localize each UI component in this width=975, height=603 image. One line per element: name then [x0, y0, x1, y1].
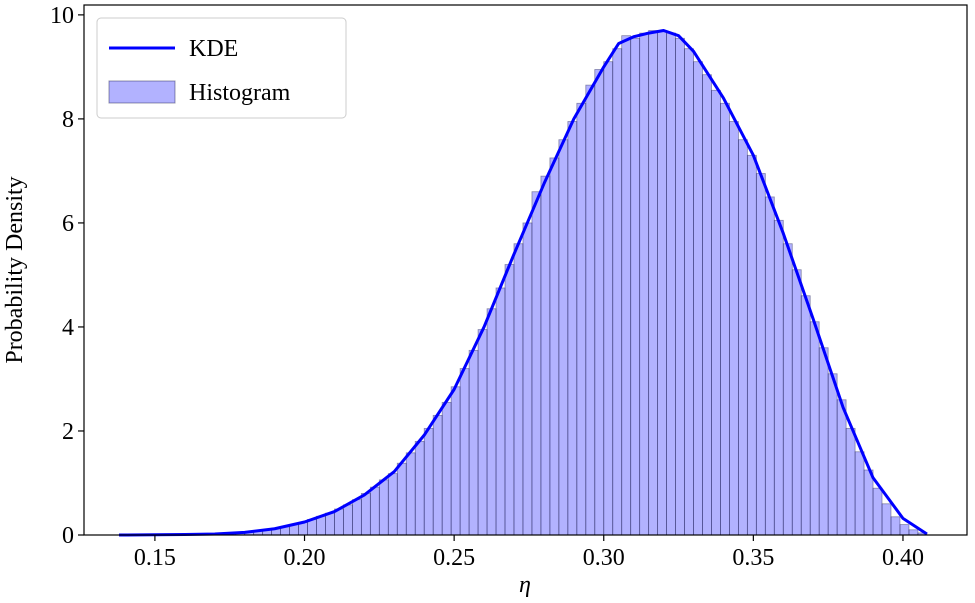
x-axis-label: η	[519, 572, 531, 598]
histogram-bar	[648, 30, 659, 536]
histogram-bar	[343, 504, 353, 536]
x-tick-label: 0.35	[732, 545, 774, 571]
histogram-bar	[872, 487, 883, 536]
histogram-bar	[325, 512, 335, 536]
histogram-bar	[737, 139, 748, 536]
histogram-bar	[809, 321, 820, 536]
histogram-bar	[693, 61, 703, 536]
y-tick-label: 4	[62, 315, 74, 341]
histogram-bar	[639, 32, 650, 536]
histogram-bar	[352, 499, 362, 536]
histogram-bar	[486, 308, 497, 536]
histogram-bar	[360, 492, 371, 536]
histogram-bar	[468, 349, 479, 536]
histogram-bar	[549, 157, 560, 536]
histogram-bar	[711, 89, 721, 536]
histogram-bar	[782, 243, 793, 536]
x-tick-label: 0.30	[583, 545, 625, 571]
histogram-bar	[405, 452, 416, 536]
histogram-bar	[675, 37, 685, 536]
y-tick-label: 0	[62, 523, 74, 549]
x-tick-label: 0.40	[882, 545, 924, 571]
histogram-bar	[396, 462, 407, 536]
histogram-bar	[513, 243, 524, 536]
legend-label: Histogram	[189, 80, 291, 106]
histogram-bar	[477, 329, 488, 536]
kde-line	[119, 28, 928, 537]
histogram-bar	[450, 386, 461, 536]
histogram-bar	[522, 222, 533, 536]
histogram-bar	[666, 32, 676, 536]
histogram-bar	[764, 196, 775, 536]
histogram-bar	[702, 74, 712, 536]
histogram-bar	[845, 427, 856, 536]
histogram-bar	[495, 287, 506, 536]
histogram-bar	[603, 61, 614, 536]
y-axis-label: Probability Density	[2, 176, 28, 363]
histogram-bar	[432, 414, 443, 536]
histogram-bar	[316, 515, 326, 536]
histogram-bar	[504, 264, 515, 536]
histogram-bar	[908, 529, 919, 536]
histogram-bar	[890, 516, 901, 536]
legend-label: KDE	[189, 36, 238, 62]
legend-patch	[108, 80, 176, 104]
y-tick-label: 10	[50, 3, 74, 29]
histogram-bar	[612, 48, 623, 536]
histogram-bar	[585, 84, 596, 536]
histogram-bar	[899, 524, 910, 536]
histogram-bar	[720, 102, 730, 536]
histogram-bar	[558, 139, 569, 536]
histogram-bar	[387, 473, 398, 536]
histogram-bar	[800, 295, 811, 536]
histogram-bar	[854, 451, 865, 536]
histogram-bar	[746, 154, 757, 536]
histogram-bar	[621, 35, 632, 536]
histogram-bar	[729, 121, 739, 536]
histogram-bar	[334, 508, 344, 536]
y-tick-label: 8	[62, 107, 74, 133]
histogram-bar	[459, 368, 470, 536]
y-tick-label: 2	[62, 419, 74, 445]
histogram-bar	[863, 469, 874, 536]
histogram-bar	[657, 30, 667, 536]
histogram-bar	[791, 269, 802, 536]
x-tick-label: 0.25	[433, 545, 475, 571]
histogram-bar	[540, 175, 551, 536]
histogram-bar	[576, 102, 587, 536]
histogram-bar	[630, 37, 641, 536]
histogram-bar	[414, 440, 425, 536]
histogram-bar	[773, 219, 784, 536]
histogram-bar	[836, 399, 847, 536]
histogram-bar	[684, 48, 694, 536]
histogram-bar	[378, 479, 389, 536]
histogram-bar	[423, 427, 434, 536]
x-tick-label: 0.20	[284, 545, 326, 571]
x-tick-label: 0.15	[134, 545, 176, 571]
histogram-bar	[594, 69, 605, 536]
histogram-bar	[369, 486, 380, 536]
histogram-bar	[531, 191, 542, 536]
histogram-bar	[818, 347, 829, 536]
histogram-bar	[567, 121, 578, 536]
histogram-bar	[827, 373, 838, 536]
histogram-bar	[881, 503, 892, 536]
legend-box	[96, 17, 347, 119]
y-tick-label: 6	[62, 211, 74, 237]
histogram-bar	[755, 173, 766, 536]
plot-frame	[83, 4, 968, 536]
histogram-bar	[441, 401, 452, 536]
